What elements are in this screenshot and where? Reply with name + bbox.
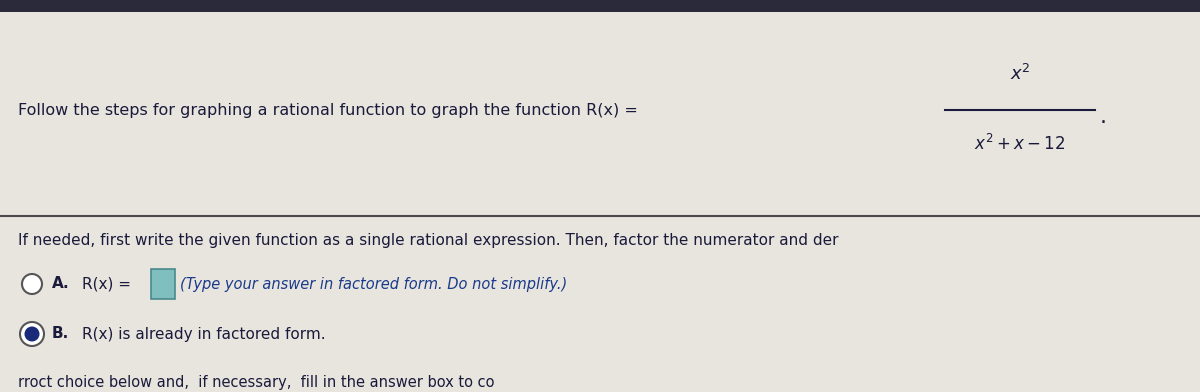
Text: R(x) =: R(x) = [82,276,131,292]
FancyBboxPatch shape [0,0,1200,12]
Circle shape [24,327,40,341]
Text: R(x) is already in factored form.: R(x) is already in factored form. [82,327,325,341]
Text: .: . [1100,107,1108,127]
FancyBboxPatch shape [151,269,175,299]
Text: A.: A. [52,276,70,292]
Text: $x^2+x-12$: $x^2+x-12$ [974,134,1066,154]
Text: B.: B. [52,327,70,341]
Text: Follow the steps for graphing a rational function to graph the function R(x) =: Follow the steps for graphing a rational… [18,102,638,118]
Text: If needed, first write the given function as a single rational expression. Then,: If needed, first write the given functio… [18,232,839,247]
Circle shape [22,274,42,294]
Text: rroct choice below and,  if necessary,  fill in the answer box to co: rroct choice below and, if necessary, fi… [18,374,494,390]
Text: $x^2$: $x^2$ [1009,64,1031,84]
Text: (Type your answer in factored form. Do not simplify.): (Type your answer in factored form. Do n… [180,276,568,292]
Circle shape [20,322,44,346]
